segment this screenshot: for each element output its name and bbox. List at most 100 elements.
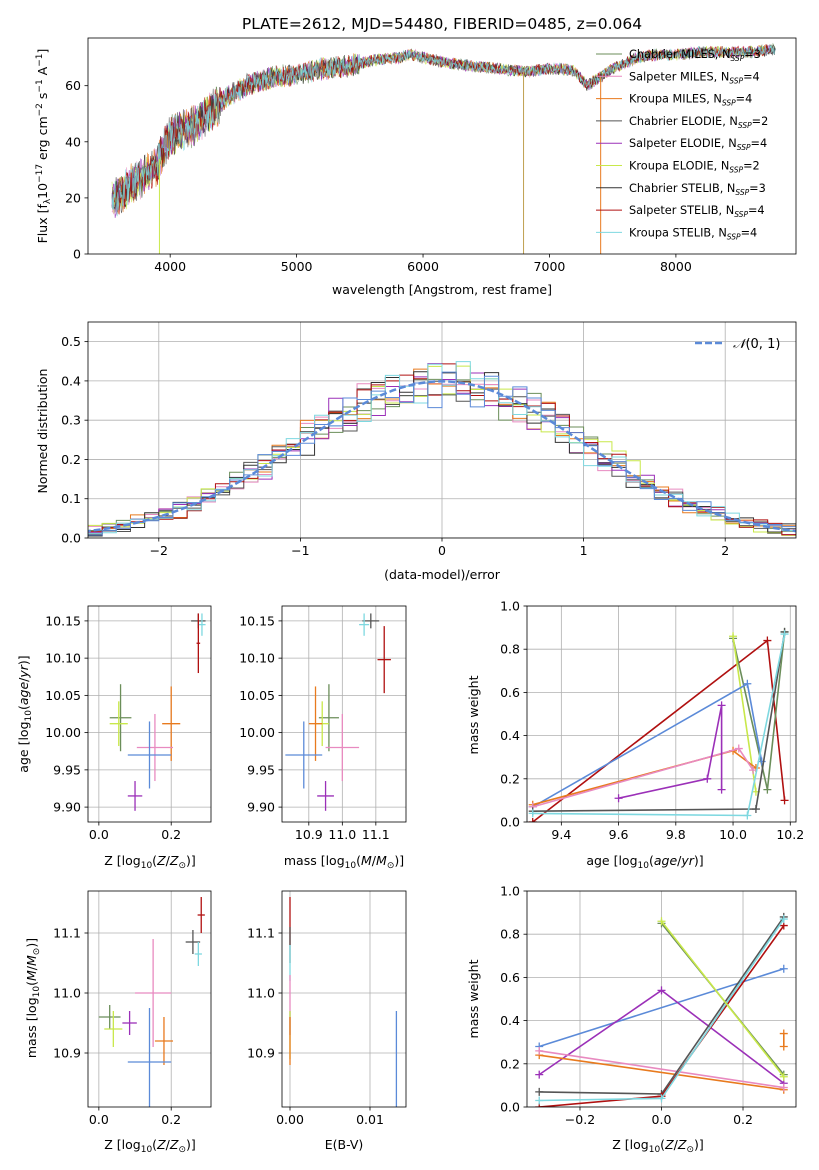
errorbar-point [377, 626, 391, 694]
weight-line [660, 920, 785, 1078]
weight-marker [734, 744, 743, 753]
axes-frame [87, 605, 212, 823]
axes-frame [526, 605, 797, 823]
errorbar-point [154, 1017, 174, 1065]
weight-marker [779, 915, 788, 924]
errorbar-point [308, 686, 323, 761]
residuals-plot-area [88, 322, 796, 538]
y-tick-label: 11.0 [53, 986, 81, 1001]
errorbar-point [109, 684, 132, 752]
mass-vs-z-xlabel: Z [log10(Z/Z⊙)] [104, 1137, 196, 1155]
mass-vs-ebv-axes: 0.00 0.01 10.9 11.0 11.1 [247, 890, 407, 1127]
histogram-step [88, 371, 796, 536]
spectrum-ylabel: Flux [fλ10−17 erg cm−2 s−1 A−1] [35, 49, 53, 244]
x-tick-label: 9.6 [609, 827, 629, 842]
errorbar-point [104, 1011, 123, 1047]
y-tick-label: 0.1 [61, 491, 81, 506]
weight-marker [657, 986, 666, 995]
age-vs-z-panel: 0.0 0.2 9.90 9.95 10.00 10.05 10.10 10.15 Z [lo… [16, 605, 212, 871]
y-tick-label: 10.9 [247, 1046, 275, 1061]
weight-vs-age-axes: 9.4 9.6 9.8 10.0 10.2 0.0 0.2 0.4 0.6 0.8 1.0 [500, 599, 804, 843]
weight-vs-z-panel: −0.2 0.0 0.2 0.0 0.2 0.4 0.6 0.8 1.0 Z [log10(Z/… [466, 884, 797, 1155]
errorbar-point [196, 613, 201, 674]
weight-marker [729, 632, 738, 641]
y-tick-label: 0.6 [500, 685, 520, 700]
weight-vs-age-xlabel: age [log10(age/yr)] [586, 853, 703, 871]
mass-vs-z-panel: 0.0 0.2 10.9 11.0 11.1 Z [log10(Z/Z⊙)] mass … [24, 890, 212, 1155]
legend-label: Salpeter MILES, NSSP=4 [629, 70, 760, 85]
weight-line [732, 631, 786, 790]
y-tick-label: 9.95 [247, 762, 275, 777]
y-tick-label: 0.4 [500, 1013, 520, 1028]
weight-line [532, 747, 754, 808]
x-tick-label: 7000 [534, 259, 566, 274]
weight-marker [528, 809, 537, 818]
y-tick-label: 0.2 [61, 452, 81, 467]
x-tick-label: 4000 [154, 259, 186, 274]
errorbar-point [359, 613, 370, 636]
errorbar-point [109, 701, 128, 747]
weight-line [539, 1050, 784, 1089]
weight-marker [749, 766, 758, 775]
x-tick-label: 0.0 [89, 1112, 109, 1127]
age-vs-z-xlabel: Z [log10(Z/Z⊙)] [104, 853, 196, 871]
age-vs-z-ylabel: age [log10(age/yr)] [16, 655, 34, 772]
weight-marker [751, 805, 760, 814]
x-tick-label: 11.0 [328, 827, 356, 842]
age-vs-z-plot-area [88, 606, 211, 822]
y-tick-label: 0.2 [500, 1056, 520, 1071]
y-tick-label: 9.90 [53, 800, 81, 815]
x-tick-label: 1 [580, 543, 588, 558]
axes-frame [87, 890, 212, 1108]
x-tick-label: −0.2 [565, 1112, 595, 1127]
mass-vs-ebv-panel: 0.00 0.01 10.9 11.0 11.1 E(B-V) [247, 890, 407, 1152]
errorbar-point [122, 1011, 137, 1035]
weight-marker [703, 774, 712, 783]
weight-vs-age-plot-area [527, 606, 796, 822]
legend-label: Kroupa MILES, NSSP=4 [629, 93, 752, 108]
weight-vs-age-panel: 9.4 9.6 9.8 10.0 10.2 0.0 0.2 0.4 0.6 0.8 1.0 age … [466, 599, 804, 872]
legend-label: Salpeter ELODIE, NSSP=4 [629, 137, 767, 152]
y-tick-label: 0.4 [500, 728, 520, 743]
y-tick-label: 11.0 [247, 986, 275, 1001]
y-tick-label: 0.2 [500, 771, 520, 786]
weight-marker [528, 818, 537, 822]
y-tick-label: 10.15 [45, 613, 81, 628]
spectrum-panel: 4000 5000 6000 7000 8000 0 20 40 60 wavelength [… [35, 37, 797, 297]
errorbar-point [98, 1005, 121, 1029]
y-tick-label: 0.5 [61, 334, 81, 349]
legend-label: Chabrier STELIB, NSSP=3 [629, 182, 766, 197]
errorbar-point [194, 942, 202, 966]
weight-marker [763, 785, 772, 794]
errorbar-point [197, 897, 205, 933]
y-tick-label: 0.0 [61, 531, 81, 546]
weight-marker [780, 630, 789, 639]
age-vs-mass-panel: 10.9 11.0 11.1 9.90 9.95 10.00 10.05 10.10 10.15… [239, 605, 407, 871]
weight-marker [717, 785, 726, 794]
age-vs-mass-axes: 10.9 11.0 11.1 9.90 9.95 10.00 10.05 10.10 10.15 [239, 605, 407, 842]
y-tick-label: 0.8 [500, 927, 520, 942]
figure-title: PLATE=2612, MJD=54480, FIBERID=0485, z=0… [242, 15, 642, 33]
y-tick-label: 10.15 [239, 613, 275, 628]
y-tick-label: 0.3 [61, 413, 81, 428]
residuals-axes: −2 −1 0 1 2 0.0 0.1 0.2 0.3 0.4 0.5 [61, 321, 797, 558]
y-tick-label: 10.00 [45, 725, 81, 740]
y-tick-label: 10.9 [53, 1046, 81, 1061]
x-tick-label: 5000 [281, 259, 313, 274]
age-vs-mass-xlabel: mass [log10(M/M⊙)] [284, 853, 404, 871]
spectrum-line [111, 45, 776, 217]
errorbar-point [325, 714, 360, 782]
weight-marker [779, 964, 788, 973]
errorbar-point [285, 721, 323, 789]
y-tick-label: 0.0 [500, 815, 520, 830]
axes-frame [281, 890, 407, 1108]
legend-label: Kroupa STELIB, NSSP=4 [629, 226, 757, 241]
errorbar-point [135, 939, 172, 1047]
y-tick-label: 11.1 [53, 926, 81, 941]
errorbar-point [362, 613, 380, 629]
weight-marker [535, 1070, 544, 1079]
age-vs-z-axes: 0.0 0.2 9.90 9.95 10.00 10.05 10.10 10.15 [45, 605, 212, 842]
y-tick-label: 0.0 [500, 1100, 520, 1115]
x-tick-label: 0.2 [733, 1112, 753, 1127]
